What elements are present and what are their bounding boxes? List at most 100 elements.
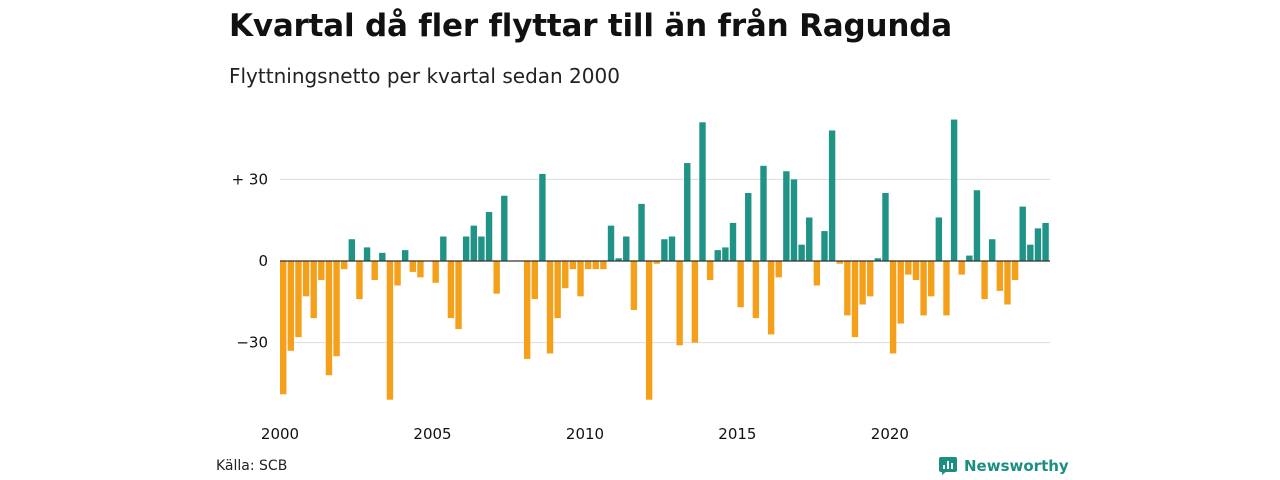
bar-positive <box>783 171 790 261</box>
bar-positive <box>790 179 798 261</box>
bar-positive <box>1019 206 1026 261</box>
bar-negative <box>645 261 653 400</box>
bar-negative <box>981 261 988 300</box>
x-tick-label: 2000 <box>261 425 299 443</box>
y-axis-labels: + 30 0 −30 <box>232 170 268 351</box>
bar-negative <box>912 261 920 281</box>
bar-negative <box>943 261 950 316</box>
brand-name: Newsworthy <box>964 457 1069 475</box>
bar-negative <box>447 261 455 319</box>
bar-negative <box>371 261 378 281</box>
chart-subtitle: Flyttningsnetto per kvartal sedan 2000 <box>229 64 620 88</box>
gridlines <box>280 178 1050 344</box>
bar-negative <box>577 261 584 297</box>
bar-negative <box>386 261 394 400</box>
bar-negative <box>531 261 538 300</box>
bar-negative <box>851 261 859 338</box>
bar-positive <box>401 250 409 261</box>
bar-negative <box>928 261 935 297</box>
bar-positive <box>882 193 889 261</box>
bar-positive <box>973 190 981 261</box>
bar-positive <box>729 222 737 261</box>
bar-positive <box>760 165 767 261</box>
brand-logo[interactable]: Newsworthy <box>938 456 1069 476</box>
x-tick-label: 2015 <box>718 425 756 443</box>
x-tick-label: 2020 <box>871 425 909 443</box>
bar-negative <box>844 261 851 316</box>
bar-positive <box>714 250 721 261</box>
bar-negative <box>836 261 843 264</box>
bar-negative <box>523 261 531 359</box>
y-tick-label: + 30 <box>232 170 268 188</box>
bar-positive <box>539 173 546 261</box>
bar-positive <box>745 193 752 261</box>
bar-negative <box>554 261 561 319</box>
bar-positive <box>478 236 485 261</box>
chart-title: Kvartal då fler flyttar till än från Rag… <box>229 8 952 44</box>
source-note: Källa: SCB <box>216 458 288 474</box>
bar-negative <box>455 261 462 329</box>
bar-negative <box>417 261 424 278</box>
bar-negative <box>996 261 1004 291</box>
bar-negative <box>897 261 904 324</box>
x-tick-label: 2005 <box>413 425 451 443</box>
bar-negative <box>409 261 416 272</box>
bar-negative <box>432 261 439 283</box>
bar-negative <box>920 261 927 316</box>
bar-negative <box>394 261 401 286</box>
bar-positive <box>828 130 836 261</box>
bar-negative <box>706 261 714 281</box>
bar-negative <box>889 261 897 354</box>
bar-positive <box>1034 228 1042 261</box>
bar-negative <box>1004 261 1011 305</box>
bar-negative <box>325 261 333 376</box>
bar-negative <box>340 261 348 270</box>
bars <box>280 119 1049 400</box>
bar-positive <box>821 231 828 261</box>
bar-negative <box>584 261 592 270</box>
bar-positive <box>989 239 996 261</box>
bar-positive <box>615 258 622 261</box>
bar-negative <box>546 261 554 354</box>
bar-negative <box>318 261 325 281</box>
bar-positive <box>379 252 386 261</box>
bar-negative <box>287 261 295 351</box>
bar-positive <box>348 239 356 261</box>
bar-positive <box>684 163 691 261</box>
bar-positive <box>950 119 958 261</box>
bar-negative <box>1011 261 1019 281</box>
bar-negative <box>737 261 744 308</box>
y-tick-label: 0 <box>258 252 268 270</box>
bar-positive <box>806 217 813 261</box>
bar-negative <box>691 261 699 343</box>
bar-positive <box>363 247 371 261</box>
bar-positive <box>485 212 493 261</box>
bar-negative <box>333 261 340 357</box>
bar-negative <box>867 261 874 297</box>
bar-negative <box>592 261 599 270</box>
bar-negative <box>295 261 302 338</box>
bar-negative <box>958 261 965 275</box>
bar-negative <box>905 261 912 275</box>
bar-positive <box>1042 222 1049 261</box>
bar-negative <box>562 261 569 289</box>
bar-negative <box>630 261 638 310</box>
bar-negative <box>280 261 287 395</box>
bar-positive <box>874 258 882 261</box>
bar-positive <box>470 225 477 261</box>
bar-positive <box>501 195 508 261</box>
bar-negative <box>775 261 782 278</box>
bar-negative <box>600 261 607 270</box>
bar-positive <box>699 122 706 261</box>
bar-negative <box>767 261 775 335</box>
bar-negative <box>356 261 363 300</box>
bar-positive <box>661 239 668 261</box>
bar-negative <box>310 261 317 319</box>
bar-positive <box>607 225 615 261</box>
newsworthy-logo-icon <box>939 457 957 475</box>
bar-positive <box>798 244 805 261</box>
bar-negative <box>813 261 821 286</box>
bar-positive <box>722 247 729 261</box>
bar-positive <box>440 236 447 261</box>
